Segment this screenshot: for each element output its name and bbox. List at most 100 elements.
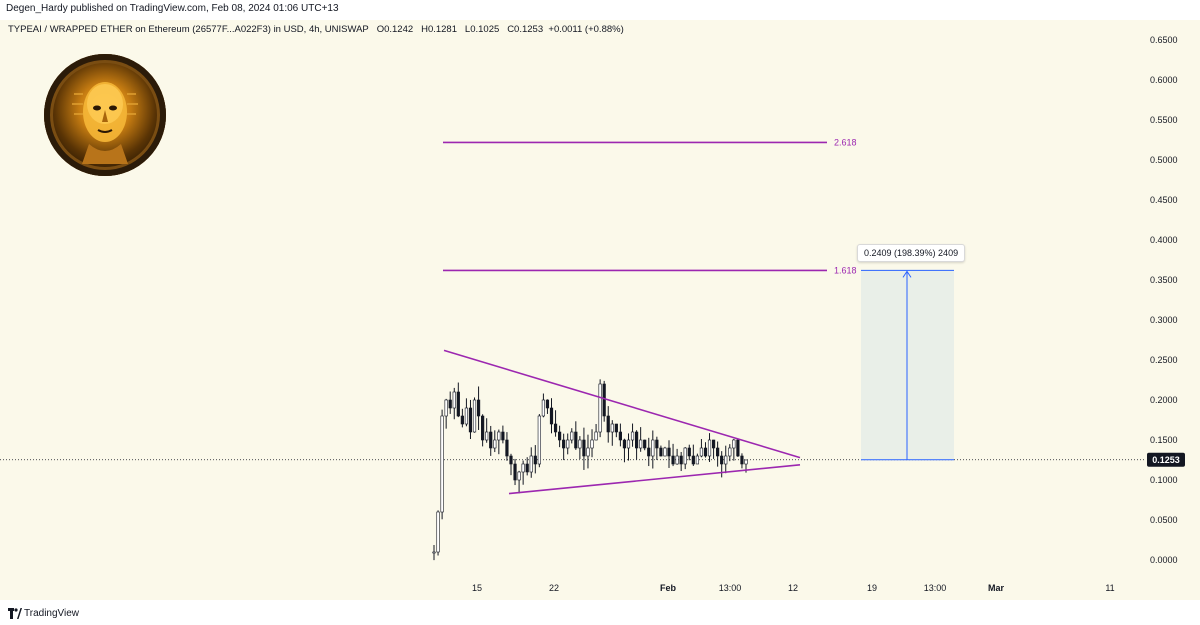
candle-body	[622, 439, 627, 449]
candle-body	[570, 431, 574, 441]
candle-body	[436, 511, 440, 553]
y-axis-tick-label: 0.5000	[1150, 155, 1178, 165]
candle-body	[598, 383, 602, 433]
publication-header: Degen_Hardy published on TradingView.com…	[0, 0, 1200, 18]
candle-body	[464, 407, 469, 425]
candle-body	[517, 471, 521, 481]
candle-body	[647, 447, 651, 457]
last-price-badge-text: 0.1253	[1152, 455, 1180, 465]
x-axis-tick-label: 13:00	[924, 583, 947, 593]
candle-body	[541, 399, 546, 417]
candle-body	[744, 459, 748, 465]
symbol-legend: TYPEAI / WRAPPED ETHER on Ethereum (2657…	[8, 24, 624, 35]
candle-body	[683, 447, 687, 465]
candle-body	[732, 439, 736, 449]
footer-brand[interactable]: TradingView	[24, 608, 80, 619]
candle-body	[651, 439, 655, 457]
y-axis-tick-label: 0.2000	[1150, 395, 1178, 405]
candle-body	[610, 423, 614, 433]
y-axis-tick-label: 0.1500	[1150, 435, 1178, 445]
candle-body	[707, 439, 712, 457]
ohlc-close: C0.1253	[507, 24, 544, 35]
candle-body	[501, 431, 505, 441]
candle-body	[695, 455, 699, 465]
x-axis-tick-label: 22	[549, 583, 559, 593]
candle-body	[655, 439, 659, 449]
candle-body	[574, 431, 578, 449]
candle-body	[736, 439, 740, 457]
measurement-tooltip: 0.2409 (198.39%) 2409	[857, 244, 966, 262]
y-axis-tick-label: 0.4000	[1150, 235, 1178, 245]
candle-body	[639, 439, 643, 449]
candle-body	[489, 431, 493, 449]
y-axis-tick-label: 0.6500	[1150, 35, 1178, 45]
candle-body	[659, 447, 663, 457]
y-axis-tick-label: 0.2500	[1150, 355, 1178, 365]
candle-body	[590, 439, 594, 449]
candle-body	[448, 399, 452, 409]
measurement-label: 0.2409 (198.39%) 2409	[864, 248, 959, 258]
triangle-lower-trendline	[508, 464, 801, 495]
chart-area[interactable]: 0.6500 0.6000 0.5500 0.5000 0.4500 0.4000 0.35…	[0, 20, 1200, 600]
candle-body	[671, 455, 675, 465]
candle-body	[545, 399, 550, 409]
candle-body	[472, 399, 477, 433]
candle-body	[687, 447, 691, 457]
candle-body	[566, 439, 570, 449]
x-axis-tick-label: Feb	[660, 583, 677, 593]
y-axis-tick-label: 0.0000	[1150, 555, 1178, 565]
candle-body	[667, 447, 671, 457]
y-axis-tick-label: 0.3000	[1150, 315, 1178, 325]
candle-body	[716, 447, 720, 457]
candle-body	[505, 439, 509, 457]
candle-body	[626, 439, 631, 449]
y-axis-tick-label: 0.4500	[1150, 195, 1178, 205]
candle-body	[521, 463, 525, 473]
candle-body	[476, 399, 481, 417]
candle-body	[525, 463, 529, 473]
published-text: Degen_Hardy published on TradingView.com…	[6, 3, 339, 14]
candle-body	[740, 455, 744, 465]
candle-body	[594, 431, 598, 441]
x-axis-tick-label: 11	[1105, 583, 1114, 593]
candle-body	[533, 455, 537, 465]
candle-body	[724, 455, 728, 465]
candle-body	[485, 431, 489, 441]
candle-body	[493, 439, 497, 449]
candle-body	[460, 415, 464, 425]
candle-body	[720, 455, 724, 465]
candle-body	[643, 439, 647, 449]
fib-level-label: 2.618	[834, 137, 857, 147]
y-axis-tick-label: 0.5500	[1150, 115, 1178, 125]
triangle-upper-trendline	[443, 349, 801, 459]
candle-body	[562, 439, 566, 449]
candle-body	[679, 455, 683, 465]
candle-body	[614, 423, 618, 433]
x-axis-tick-label: 19	[867, 583, 877, 593]
x-axis-tick-label: 13:00	[719, 583, 742, 593]
candle-body	[711, 439, 716, 449]
candle-body	[602, 383, 606, 417]
ohlc-high: H0.1281	[421, 24, 457, 35]
candle-body	[663, 447, 667, 457]
publisher-avatar-logo	[44, 54, 166, 176]
candle-body	[513, 463, 517, 481]
candle-body	[586, 447, 590, 457]
ohlc-change: +0.0011 (+0.88%)	[548, 24, 624, 35]
y-axis-tick-label: 0.6000	[1150, 75, 1178, 85]
candle-body	[444, 399, 448, 417]
x-axis-tick-label: 15	[472, 583, 482, 593]
candle-body	[606, 415, 610, 433]
tradingview-logo-icon	[8, 608, 22, 619]
ohlc-low: L0.1025	[464, 24, 500, 35]
price-chart[interactable]: 0.6500 0.6000 0.5500 0.5000 0.4500 0.4000 0.35…	[0, 20, 1200, 600]
x-axis-tick-label: 12	[788, 583, 798, 593]
candle-body	[468, 407, 473, 433]
candle-body	[558, 431, 562, 441]
candle-body	[481, 415, 485, 441]
candle-body	[728, 447, 732, 457]
y-axis-tick-label: 0.3500	[1150, 275, 1178, 285]
candle-body	[452, 391, 456, 409]
ohlc-open: O0.1242	[376, 24, 414, 35]
candle-body	[703, 447, 708, 457]
